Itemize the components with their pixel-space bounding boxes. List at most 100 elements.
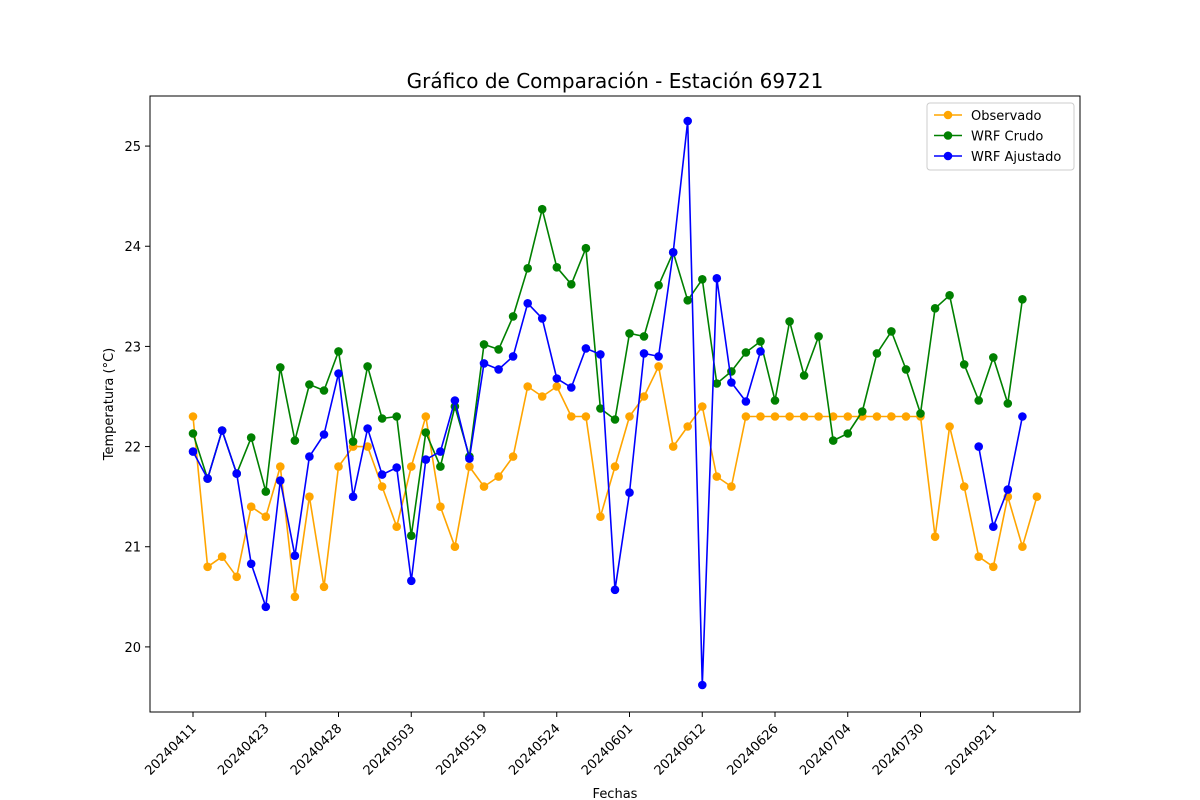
data-point-wrf-crudo bbox=[392, 412, 402, 421]
data-point-wrf-crudo bbox=[727, 367, 736, 376]
data-point-observado bbox=[974, 552, 983, 561]
data-point-observado bbox=[479, 482, 489, 491]
legend-marker-wrf-crudo bbox=[943, 131, 953, 140]
data-point-wrf-ajustado bbox=[567, 383, 576, 392]
data-point-observado bbox=[290, 592, 300, 602]
data-point-wrf-ajustado bbox=[625, 488, 634, 497]
legend-label-wrf-ajustado: WRF Ajustado bbox=[971, 150, 1061, 165]
x-tick-label: 20240524 bbox=[506, 721, 563, 778]
data-point-observado bbox=[363, 442, 372, 451]
data-point-wrf-ajustado bbox=[683, 116, 692, 126]
data-point-wrf-crudo bbox=[567, 280, 576, 289]
data-point-wrf-crudo bbox=[698, 275, 707, 284]
data-point-wrf-crudo bbox=[363, 362, 372, 371]
data-point-wrf-ajustado bbox=[639, 349, 649, 358]
series-line-wrf-ajustado bbox=[192, 120, 762, 686]
data-point-wrf-ajustado bbox=[290, 551, 300, 560]
data-point-observado bbox=[945, 422, 954, 431]
x-tick-label: 20240921 bbox=[943, 721, 1000, 778]
data-point-observado bbox=[639, 392, 649, 401]
data-point-wrf-ajustado bbox=[727, 378, 736, 387]
data-point-wrf-ajustado bbox=[232, 469, 241, 478]
data-point-wrf-crudo bbox=[188, 429, 198, 438]
data-point-wrf-crudo bbox=[959, 360, 969, 369]
data-point-wrf-crudo bbox=[989, 353, 998, 362]
data-point-wrf-crudo bbox=[552, 263, 562, 272]
data-point-observado bbox=[334, 462, 343, 471]
data-point-wrf-crudo bbox=[799, 371, 809, 380]
data-point-wrf-crudo bbox=[377, 414, 387, 423]
data-point-wrf-ajustado bbox=[203, 474, 212, 483]
data-point-wrf-ajustado bbox=[377, 470, 387, 479]
data-point-observado bbox=[901, 412, 911, 421]
data-point-wrf-crudo bbox=[407, 531, 416, 540]
data-point-wrf-ajustado bbox=[392, 463, 402, 472]
x-axis: 20240411 20240423 20240428 20240503 20240519… bbox=[142, 712, 1000, 779]
data-point-wrf-crudo bbox=[348, 437, 358, 446]
data-point-observado bbox=[610, 462, 620, 471]
data-point-observado bbox=[508, 452, 518, 461]
series-line-wrf-crudo bbox=[192, 208, 1024, 537]
data-point-wrf-ajustado bbox=[712, 274, 722, 283]
data-point-wrf-ajustado bbox=[261, 602, 271, 612]
data-point-wrf-crudo bbox=[625, 329, 634, 338]
data-point-wrf-ajustado bbox=[756, 347, 765, 356]
legend-marker-observado bbox=[943, 110, 953, 120]
data-point-observado bbox=[436, 502, 445, 512]
data-point-observado bbox=[261, 512, 271, 521]
data-point-observado bbox=[523, 382, 532, 391]
data-point-observado bbox=[581, 412, 591, 421]
data-point-observado bbox=[494, 472, 503, 481]
data-point-observado bbox=[217, 552, 227, 561]
data-point-wrf-ajustado bbox=[436, 447, 445, 456]
data-point-wrf-ajustado bbox=[596, 350, 605, 359]
data-point-wrf-ajustado bbox=[479, 359, 489, 368]
data-point-wrf-ajustado bbox=[508, 352, 518, 361]
data-point-observado bbox=[828, 412, 838, 421]
data-point-wrf-crudo bbox=[858, 407, 867, 416]
data-point-wrf-crudo bbox=[974, 396, 983, 405]
data-point-wrf-ajustado bbox=[1003, 485, 1013, 494]
data-point-wrf-crudo bbox=[887, 327, 896, 336]
data-point-wrf-crudo bbox=[334, 347, 343, 356]
data-point-observado bbox=[887, 412, 896, 421]
data-point-observado bbox=[872, 412, 882, 421]
y-tick-label: 22 bbox=[124, 441, 141, 456]
data-point-wrf-crudo bbox=[479, 340, 489, 349]
data-point-wrf-crudo bbox=[785, 317, 794, 326]
data-point-wrf-ajustado bbox=[610, 585, 620, 595]
data-point-wrf-crudo bbox=[305, 380, 314, 389]
data-point-observado bbox=[741, 412, 751, 421]
series-line-wrf-ajustado bbox=[977, 416, 1024, 528]
data-point-wrf-ajustado bbox=[305, 452, 314, 461]
data-point-wrf-crudo bbox=[523, 264, 532, 273]
x-tick-label: 20240411 bbox=[142, 721, 199, 778]
x-tick-label: 20240519 bbox=[433, 721, 490, 778]
data-point-observado bbox=[654, 362, 663, 371]
data-point-wrf-crudo bbox=[872, 349, 882, 358]
y-axis: 20 21 22 23 24 25 bbox=[124, 140, 150, 656]
data-point-observado bbox=[727, 482, 736, 491]
y-tick-label: 23 bbox=[124, 340, 141, 355]
data-point-wrf-ajustado bbox=[407, 576, 416, 586]
series-layer bbox=[188, 116, 1042, 690]
data-point-observado bbox=[537, 392, 547, 401]
data-point-wrf-crudo bbox=[843, 429, 853, 438]
y-tick-label: 25 bbox=[124, 140, 141, 155]
data-point-wrf-ajustado bbox=[276, 476, 285, 485]
data-point-observado bbox=[959, 482, 969, 491]
legend-label-observado: Observado bbox=[971, 109, 1042, 124]
legend-label-wrf-crudo: WRF Crudo bbox=[971, 130, 1043, 145]
data-point-wrf-ajustado bbox=[1018, 412, 1027, 421]
data-point-wrf-ajustado bbox=[450, 396, 460, 405]
data-point-wrf-crudo bbox=[683, 296, 692, 305]
data-point-observado bbox=[683, 422, 692, 431]
x-axis-label: Fechas bbox=[593, 787, 638, 800]
data-point-wrf-ajustado bbox=[188, 447, 198, 456]
data-point-wrf-crudo bbox=[930, 304, 940, 313]
y-tick-label: 21 bbox=[124, 541, 141, 556]
data-point-wrf-ajustado bbox=[581, 344, 591, 353]
chart-title: Gráfico de Comparación - Estación 69721 bbox=[407, 69, 824, 93]
data-point-wrf-crudo bbox=[290, 436, 300, 445]
